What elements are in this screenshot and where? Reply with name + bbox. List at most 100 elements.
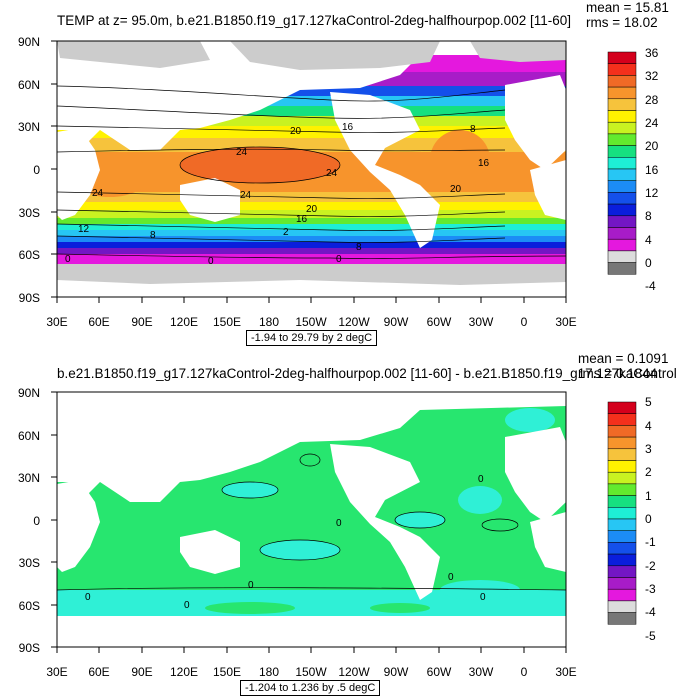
colorbar-segment — [607, 460, 637, 473]
colorbar-segment — [607, 192, 637, 205]
top-contour-labels: 20 16 24 24 24 24 20 16 12 8 2 8 0 0 0 1… — [65, 122, 490, 267]
lon-tick-label: 120E — [170, 665, 198, 679]
colorbar-segment — [607, 250, 637, 263]
top-map-field — [57, 41, 566, 297]
top-contour-label: 24 — [92, 188, 104, 199]
lon-tick-label: 30W — [469, 665, 494, 679]
top-range-label: -1.94 to 29.79 by 2 degC — [246, 330, 378, 346]
colorbar-segment — [607, 262, 637, 275]
top-contour-label: 24 — [326, 168, 338, 179]
bottom-map-title: b.e21.B1850.f19_g17.127kaControl-2deg-ha… — [57, 366, 677, 381]
colorbar-label: -5 — [645, 629, 656, 643]
top-map: 20 16 24 24 24 24 20 16 12 8 2 8 0 0 0 1… — [18, 35, 659, 329]
colorbar-segment — [607, 86, 637, 100]
colorbar-label: -2 — [645, 559, 656, 573]
top-contour-label: 16 — [342, 122, 354, 133]
colorbar-segment — [607, 600, 637, 613]
bottom-map: 0 0 0 0 0 0 0 90N 60N 30N 0 30S 60S 90S … — [18, 386, 656, 679]
lon-tick-label: 90W — [384, 665, 409, 679]
colorbar-segment — [607, 133, 637, 146]
lat-tick-label: 90N — [18, 386, 40, 400]
top-contour-label: 2 — [283, 227, 289, 238]
bottom-contour-label: 0 — [248, 580, 254, 591]
top-contour-label: 20 — [306, 204, 318, 215]
lat-tick-label: 30S — [19, 556, 40, 570]
top-contour-label: 0 — [208, 256, 214, 267]
bottom-contour-label: 0 — [336, 518, 342, 529]
lat-tick-label: 60S — [19, 248, 40, 262]
lon-tick-label: 60E — [88, 665, 109, 679]
bottom-colorbar — [607, 401, 637, 625]
colorbar-segment — [607, 518, 637, 531]
colorbar-segment — [607, 203, 637, 217]
colorbar-segment — [607, 51, 637, 64]
colorbar-label: 0 — [645, 512, 652, 526]
colorbar-segment — [607, 425, 637, 438]
top-lat-axis: 90N 60N 30N 0 30S 60S 90S — [18, 35, 40, 305]
colorbar-segment — [607, 577, 637, 590]
colorbar-segment — [607, 495, 637, 508]
bottom-contours — [57, 453, 566, 591]
colorbar-segment — [607, 565, 637, 578]
bottom-contour-labels: 0 0 0 0 0 0 0 — [85, 474, 486, 611]
top-contour-label: 8 — [470, 124, 476, 135]
colorbar-segment — [607, 227, 637, 240]
bottom-lat-axis: 90N 60N 30N 0 30S 60S 90S — [18, 386, 40, 655]
colorbar-segment — [607, 401, 637, 414]
colorbar-segment — [607, 63, 637, 76]
colorbar-segment — [607, 168, 637, 181]
top-colorbar-labels: 36 32 28 24 20 16 12 8 4 0 -4 — [645, 46, 659, 293]
lon-tick-label: 60W — [427, 665, 452, 679]
top-contour-label: 20 — [450, 184, 462, 195]
colorbar-label: 36 — [645, 46, 659, 60]
colorbar-segment — [607, 588, 637, 602]
lon-tick-label: 60E — [88, 315, 109, 329]
top-mean-stat: mean = 15.81 — [586, 0, 669, 15]
colorbar-segment — [607, 121, 637, 135]
lat-tick-label: 30N — [18, 471, 40, 485]
lon-tick-label: 30E — [555, 665, 576, 679]
lon-tick-label: 150E — [213, 315, 241, 329]
colorbar-segment — [607, 110, 637, 123]
top-contour-label: 20 — [290, 126, 302, 137]
top-contour-label: 24 — [236, 147, 248, 158]
lat-tick-label: 90N — [18, 35, 40, 49]
colorbar-segment — [607, 507, 637, 520]
colorbar-segment — [607, 542, 637, 555]
top-map-title: TEMP at z= 95.0m, b.e21.B1850.f19_g17.12… — [57, 13, 571, 28]
colorbar-label: -1 — [645, 535, 656, 549]
lat-tick-label: 0 — [33, 163, 40, 177]
colorbar-segment — [607, 238, 637, 252]
colorbar-segment — [607, 75, 637, 88]
top-contours — [57, 85, 566, 259]
top-contour-label: 8 — [356, 242, 362, 253]
colorbar-label: 4 — [645, 233, 652, 247]
colorbar-segment — [607, 553, 637, 567]
top-contour-label: 16 — [296, 214, 308, 225]
bottom-map-field — [57, 392, 566, 647]
lat-tick-label: 30N — [18, 120, 40, 134]
colorbar-label: 8 — [645, 209, 652, 223]
lon-tick-label: 150W — [295, 665, 327, 679]
top-contour-label: 8 — [150, 230, 156, 241]
colorbar-segment — [607, 180, 637, 193]
bottom-mean-stat: mean = 0.1091 — [578, 351, 669, 366]
colorbar-label: -3 — [645, 582, 656, 596]
bottom-contour-label: 0 — [85, 592, 91, 603]
colorbar-segment — [607, 413, 637, 426]
colorbar-label: 16 — [645, 163, 659, 177]
lon-tick-label: 90E — [131, 665, 152, 679]
colorbar-segment — [607, 448, 637, 461]
bottom-lon-axis: 30E 60E 90E 120E 150E 180 150W 120W 90W … — [46, 665, 576, 679]
lon-tick-label: 0 — [521, 665, 528, 679]
lat-tick-label: 60N — [18, 429, 40, 443]
colorbar-label: 4 — [645, 419, 652, 433]
bottom-contour-label: 0 — [478, 474, 484, 485]
top-rms-stat: rms = 18.02 — [586, 15, 658, 30]
lon-tick-label: 90E — [131, 315, 152, 329]
lat-tick-label: 90S — [19, 291, 40, 305]
top-colorbar — [607, 51, 637, 275]
colorbar-label: 12 — [645, 186, 659, 200]
colorbar-label: 24 — [645, 116, 659, 130]
colorbar-segment — [607, 530, 637, 543]
